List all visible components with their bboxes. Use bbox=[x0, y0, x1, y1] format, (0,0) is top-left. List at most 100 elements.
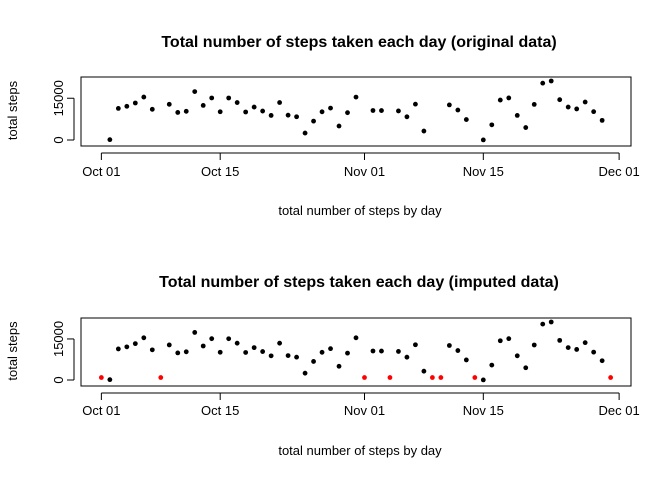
data-point bbox=[379, 108, 384, 113]
x-tick-label: Nov 15 bbox=[463, 164, 504, 179]
data-point bbox=[192, 330, 198, 335]
data-point bbox=[209, 336, 215, 342]
data-point bbox=[141, 335, 147, 341]
data-point bbox=[294, 354, 299, 360]
data-point bbox=[379, 348, 384, 354]
data-point bbox=[591, 109, 597, 115]
data-point bbox=[319, 349, 325, 355]
data-point bbox=[132, 341, 138, 347]
data-point bbox=[370, 348, 376, 354]
data-point bbox=[107, 377, 113, 383]
data-point bbox=[302, 370, 308, 376]
data-point bbox=[438, 375, 444, 380]
data-point bbox=[565, 104, 571, 110]
data-point bbox=[158, 375, 164, 380]
x-tick-label: Nov 01 bbox=[344, 164, 385, 179]
data-point bbox=[429, 375, 435, 380]
x-tick-label: Nov 15 bbox=[463, 403, 504, 418]
chart-panel-2: Total number of steps taken each day (im… bbox=[5, 274, 640, 458]
x-tick-label: Oct 15 bbox=[201, 164, 239, 179]
data-point bbox=[200, 343, 206, 349]
data-point bbox=[268, 353, 274, 359]
data-point bbox=[472, 375, 478, 380]
data-point bbox=[345, 110, 350, 116]
x-tick-label: Oct 01 bbox=[82, 164, 120, 179]
y-axis-label: total steps bbox=[5, 80, 20, 140]
data-point bbox=[446, 102, 452, 108]
data-point bbox=[226, 95, 232, 101]
data-point bbox=[362, 375, 367, 380]
data-point bbox=[285, 353, 291, 358]
data-point bbox=[294, 114, 299, 120]
data-point bbox=[124, 103, 130, 109]
data-point bbox=[251, 345, 257, 351]
chart-title: Total number of steps taken each day (im… bbox=[159, 274, 559, 291]
data-point bbox=[302, 130, 308, 136]
data-point bbox=[455, 107, 461, 113]
data-point bbox=[166, 342, 172, 348]
data-point bbox=[353, 94, 359, 100]
chart-panel-1: Total number of steps taken each day (or… bbox=[5, 34, 640, 218]
y-axis-label: total steps bbox=[5, 321, 20, 381]
data-point bbox=[107, 137, 113, 143]
data-point bbox=[260, 349, 266, 354]
data-point bbox=[98, 375, 104, 380]
data-point bbox=[328, 105, 333, 111]
data-point bbox=[540, 80, 546, 86]
data-point bbox=[311, 118, 316, 124]
data-point bbox=[115, 346, 121, 352]
data-point bbox=[234, 100, 240, 105]
data-point bbox=[574, 106, 580, 112]
data-point bbox=[311, 359, 316, 364]
data-point bbox=[175, 350, 181, 356]
data-point bbox=[421, 368, 427, 374]
data-point bbox=[319, 109, 325, 115]
data-point bbox=[548, 78, 554, 84]
data-point bbox=[217, 349, 223, 355]
x-axis-label: total number of steps by day bbox=[278, 203, 442, 218]
data-point bbox=[183, 108, 189, 114]
data-point bbox=[455, 348, 461, 353]
data-point bbox=[124, 344, 130, 350]
data-point bbox=[446, 343, 452, 348]
data-point bbox=[209, 95, 215, 101]
data-point bbox=[183, 349, 189, 355]
data-point bbox=[497, 97, 503, 103]
data-point bbox=[387, 375, 393, 380]
data-point bbox=[557, 97, 563, 103]
data-point bbox=[192, 89, 198, 95]
data-point bbox=[565, 345, 571, 351]
data-point bbox=[404, 354, 410, 360]
data-point bbox=[506, 95, 512, 101]
data-point bbox=[489, 122, 495, 128]
data-point bbox=[413, 101, 418, 107]
data-point bbox=[251, 104, 257, 110]
data-point bbox=[574, 347, 580, 352]
data-point bbox=[463, 117, 469, 122]
chart-title: Total number of steps taken each day (or… bbox=[161, 34, 556, 51]
data-point bbox=[480, 377, 486, 383]
data-point bbox=[243, 350, 249, 355]
data-point bbox=[480, 137, 486, 143]
data-point bbox=[328, 346, 333, 352]
data-point bbox=[582, 340, 588, 346]
data-point bbox=[608, 375, 614, 380]
data-point bbox=[404, 114, 410, 120]
data-point bbox=[336, 363, 342, 369]
data-point bbox=[599, 358, 605, 364]
data-point bbox=[132, 100, 138, 106]
data-point bbox=[149, 106, 155, 112]
plot-frame bbox=[80, 76, 632, 147]
x-tick-label: Oct 15 bbox=[201, 403, 239, 418]
data-point bbox=[217, 109, 223, 115]
data-point bbox=[166, 101, 172, 107]
data-point bbox=[591, 349, 597, 355]
data-point bbox=[557, 337, 563, 343]
data-point bbox=[421, 128, 427, 134]
x-tick-label: Nov 01 bbox=[344, 403, 385, 418]
data-point bbox=[268, 113, 274, 118]
data-point bbox=[531, 102, 537, 107]
data-point bbox=[175, 110, 181, 115]
data-point bbox=[489, 362, 495, 368]
